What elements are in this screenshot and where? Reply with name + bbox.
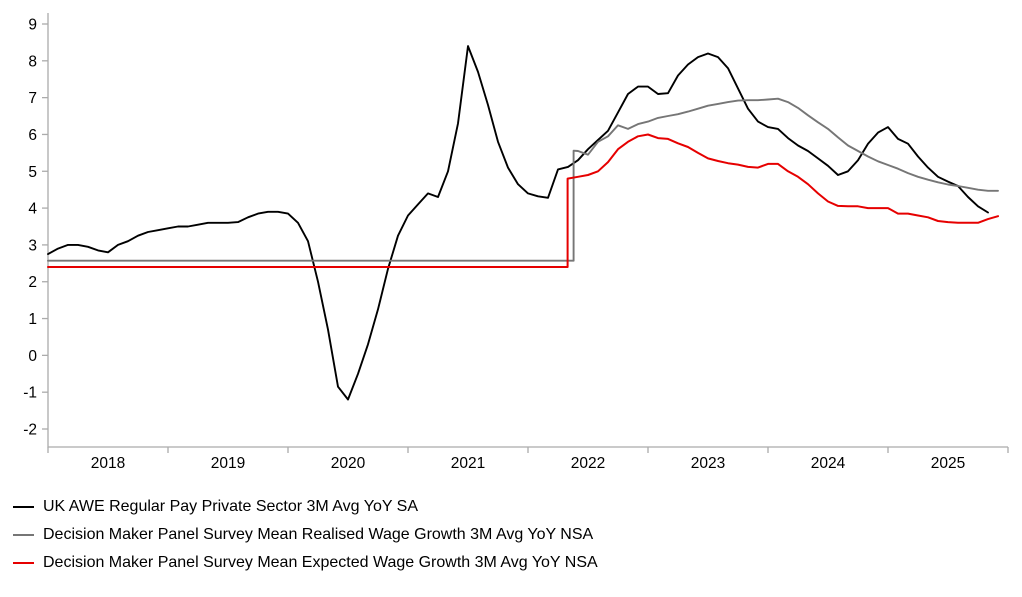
y-tick-label: -1	[23, 385, 37, 402]
x-tick-label: 2023	[691, 455, 725, 472]
y-tick-label: 9	[28, 17, 37, 34]
legend-item-dmp-expected: Decision Maker Panel Survey Mean Expecte…	[13, 549, 598, 577]
legend-label: Decision Maker Panel Survey Mean Expecte…	[43, 554, 598, 571]
series-line-dmp-expected	[47, 133, 999, 268]
awe-line-swatch	[13, 506, 34, 508]
dmp-realised-line-swatch	[13, 534, 34, 536]
dmp-expected-line-swatch	[13, 562, 34, 564]
x-tick-label: 2020	[331, 455, 366, 472]
legend-label: Decision Maker Panel Survey Mean Realise…	[43, 526, 594, 543]
legend-item-dmp-realised: Decision Maker Panel Survey Mean Realise…	[13, 521, 598, 549]
x-tick-label: 2022	[571, 455, 605, 472]
series-line-awe	[47, 45, 989, 401]
legend-label: UK AWE Regular Pay Private Sector 3M Avg…	[43, 498, 419, 515]
y-tick-label: 6	[28, 127, 37, 144]
x-tick-label: 2025	[931, 455, 965, 472]
x-tick-label: 2018	[91, 455, 125, 472]
y-tick-label: 7	[28, 90, 37, 107]
y-tick-label: 1	[28, 311, 37, 328]
axis-lines	[47, 13, 1008, 448]
legend: UK AWE Regular Pay Private Sector 3M Avg…	[13, 493, 598, 577]
x-tick-label: 2019	[211, 455, 245, 472]
y-tick-label: 3	[28, 237, 37, 254]
x-tick-label: 2024	[811, 455, 846, 472]
plot-area: 9 8 7 6 5 4 3 2 1 0 -1 -2 2018 2019 2020 2021 2022 2023 20…	[23, 13, 1009, 472]
y-tick-label: 0	[28, 348, 37, 365]
y-tick-label: 4	[28, 201, 37, 218]
y-tick-label: 5	[28, 164, 37, 181]
legend-item-awe: UK AWE Regular Pay Private Sector 3M Avg…	[13, 493, 598, 521]
y-tick-label: -2	[23, 422, 37, 439]
x-tick-label: 2021	[451, 455, 485, 472]
y-tick-label: 2	[28, 274, 37, 291]
series-line-dmp-realised	[47, 97, 999, 262]
y-tick-label: 8	[28, 53, 37, 70]
